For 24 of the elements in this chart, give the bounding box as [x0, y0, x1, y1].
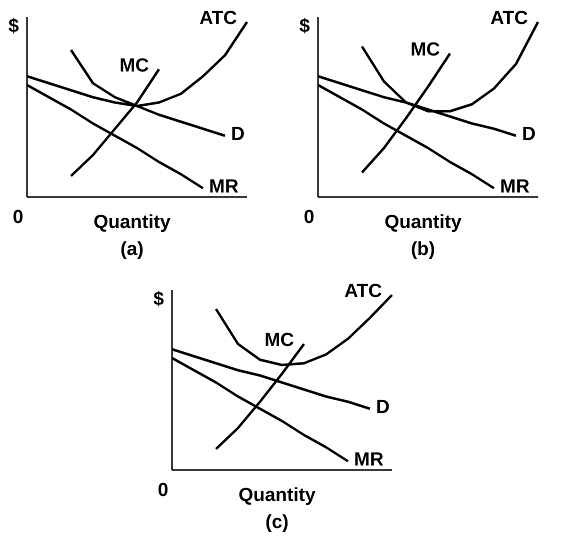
series-label: MR	[209, 176, 239, 198]
text: (b)	[410, 239, 436, 260]
series-label: D	[376, 396, 390, 418]
text: 0	[304, 207, 314, 228]
y-axis-title: $	[8, 16, 20, 37]
text: (a)	[120, 239, 144, 260]
y-axis-title: $	[153, 289, 164, 310]
y-axis-title: $	[299, 16, 310, 37]
series-label: ATC	[344, 281, 382, 302]
x-axis-title: Quantity	[93, 212, 171, 233]
series-label: MR	[354, 449, 384, 470]
series-label: ATC	[490, 8, 528, 29]
series-label: MC	[119, 55, 150, 76]
x-axis-title: Quantity	[238, 485, 316, 506]
series-label: D	[522, 124, 536, 145]
series-label: ATC	[199, 8, 238, 29]
text: 0	[158, 480, 168, 501]
x-axis-title: Quantity	[384, 212, 462, 233]
series-label: MR	[500, 176, 530, 198]
series-label: MC	[264, 330, 294, 351]
series-label: D	[231, 124, 245, 145]
text: 0	[12, 207, 24, 228]
series-label: MC	[410, 40, 440, 60]
text: (c)	[265, 512, 289, 533]
